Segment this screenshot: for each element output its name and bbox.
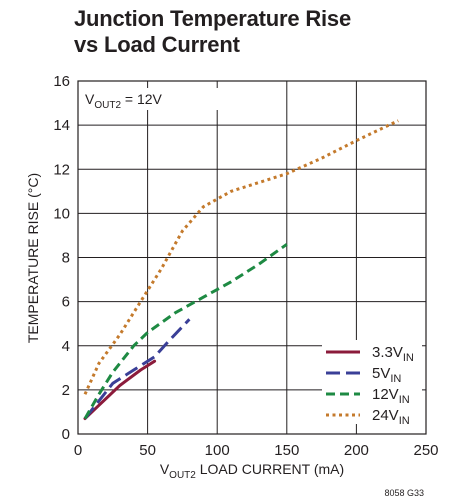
plot-frame bbox=[77, 80, 427, 435]
legend-label: 12VIN bbox=[372, 386, 410, 406]
y-tick-label: 4 bbox=[62, 338, 70, 355]
x-tick-label: 100 bbox=[205, 442, 230, 459]
chart-title-line-1: Junction Temperature Rise bbox=[74, 6, 351, 31]
annotation-prefix: V bbox=[85, 91, 95, 107]
x-axis-label: VOUT2 LOAD CURRENT (mA) bbox=[160, 461, 344, 481]
series-line-24vin bbox=[83, 119, 399, 395]
y-tick-label: 6 bbox=[62, 294, 70, 311]
series-line-3-3vin bbox=[83, 359, 157, 421]
x-axis-label-suffix: LOAD CURRENT (mA) bbox=[196, 461, 344, 477]
y-tick-label: 12 bbox=[53, 161, 70, 178]
x-tick-label: 150 bbox=[274, 442, 299, 459]
x-tick-label: 200 bbox=[344, 442, 369, 459]
y-tick-label: 8 bbox=[62, 250, 70, 267]
x-axis-label-sub: OUT2 bbox=[169, 470, 196, 481]
y-axis-label: TEMPERATURE RISE (°C) bbox=[25, 173, 41, 343]
x-axis-label-prefix: V bbox=[160, 461, 170, 477]
x-tick-label: 0 bbox=[74, 442, 82, 459]
x-tick-label: 250 bbox=[413, 442, 438, 459]
figure-code: 8058 G33 bbox=[384, 488, 424, 498]
annotation-sub: OUT2 bbox=[94, 100, 121, 111]
legend-backdrop bbox=[322, 340, 422, 424]
y-tick-label: 0 bbox=[62, 426, 70, 443]
annotation-suffix: = 12V bbox=[121, 91, 163, 107]
chart-title-line-2: vs Load Current bbox=[74, 32, 240, 57]
legend-label: 24VIN bbox=[372, 407, 410, 427]
series-line-12vin bbox=[83, 243, 288, 420]
series-layer bbox=[83, 119, 399, 421]
y-tick-label: 16 bbox=[53, 73, 70, 90]
legend-label: 5VIN bbox=[372, 365, 401, 385]
annotation-backdrop bbox=[80, 88, 220, 110]
annotation-vout2: VOUT2 = 12V bbox=[85, 91, 163, 111]
y-tick-label: 14 bbox=[53, 117, 70, 134]
y-tick-label: 2 bbox=[62, 382, 70, 399]
y-tick-label: 10 bbox=[53, 205, 70, 222]
chart-title: Junction Temperature Rise vs Load Curren… bbox=[74, 6, 454, 58]
y-tick-labels: 0 2 4 6 8 10 12 14 16 bbox=[53, 73, 70, 443]
series-line-5vin bbox=[83, 318, 191, 420]
legend-label: 3.3VIN bbox=[372, 344, 414, 364]
x-tick-labels: 0 50 100 150 200 250 bbox=[74, 442, 439, 459]
x-tick-label: 50 bbox=[139, 442, 156, 459]
